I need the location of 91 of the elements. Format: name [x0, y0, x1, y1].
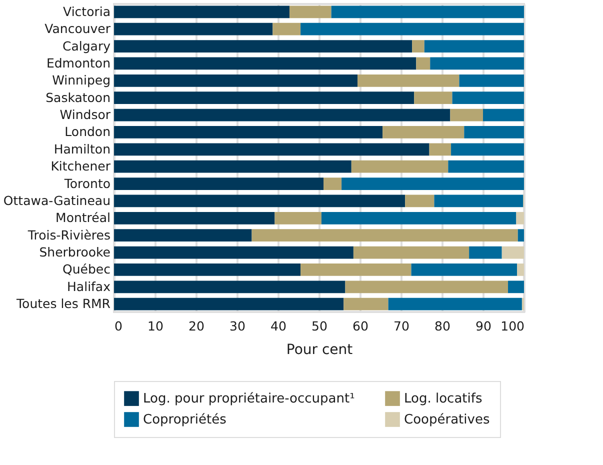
bar [469, 246, 502, 259]
y-tick-label: Halifax [67, 278, 110, 294]
y-tick-label: Montréal [56, 210, 110, 226]
y-tick-label: Edmonton [46, 55, 110, 70]
bar [434, 194, 524, 208]
legend-label: Coopératives [404, 412, 490, 428]
bar [114, 22, 273, 36]
bar [448, 160, 524, 173]
bar [452, 92, 524, 104]
bar [300, 264, 412, 276]
bar [114, 74, 358, 87]
y-tick-label: Calgary [62, 38, 112, 54]
bar [114, 280, 346, 294]
bar [351, 160, 448, 173]
bar [114, 143, 430, 156]
bar [464, 126, 524, 138]
bar [483, 108, 524, 122]
y-tick-label: Windsor [60, 107, 112, 122]
bar [429, 143, 452, 156]
x-tick-label: 60 [352, 318, 368, 334]
bar [114, 57, 416, 70]
bar [114, 108, 450, 122]
bar [114, 126, 383, 138]
y-tick-label: Toronto [63, 176, 110, 191]
bar [114, 178, 324, 190]
x-tick-label: 100 [500, 318, 525, 334]
bar [114, 40, 412, 52]
bar [382, 126, 464, 138]
y-tick-label: London [64, 124, 110, 140]
bar [345, 280, 508, 294]
y-tick-label: Ottawa-Gatineau [3, 192, 110, 208]
bar [451, 143, 524, 156]
bar [411, 264, 518, 276]
y-tick-label: Québec [62, 262, 111, 277]
legend-label: Copropriétés [143, 412, 227, 428]
bar [358, 74, 460, 87]
x-tick-label: 70 [394, 318, 410, 334]
y-tick-label: Trois-Rivières [26, 227, 110, 242]
bar [517, 264, 524, 276]
bar [416, 57, 430, 70]
bar [344, 298, 388, 310]
bar [114, 229, 252, 242]
bar [274, 212, 322, 224]
bar [300, 22, 524, 36]
bar [450, 108, 483, 122]
bar [114, 246, 354, 259]
bar [114, 298, 344, 310]
bar [114, 92, 414, 104]
bar [252, 229, 518, 242]
x-tick-label: 40 [270, 318, 286, 334]
bar [430, 57, 524, 70]
bar [388, 298, 522, 310]
legend-label: Log. pour propriétaire-occupant¹ [143, 392, 355, 407]
bar [412, 40, 424, 52]
bar [353, 246, 470, 259]
x-tick-label: 10 [148, 318, 164, 334]
y-tick-label: Toutes les RMR [16, 296, 111, 312]
x-tick-label: 30 [230, 318, 246, 334]
x-tick-label: 50 [312, 318, 328, 334]
bar [518, 229, 524, 242]
bar [502, 246, 524, 259]
bar [114, 264, 301, 276]
bar [114, 194, 406, 208]
bar [405, 194, 434, 208]
y-tick-label: Saskatoon [46, 90, 110, 105]
bar [272, 22, 301, 36]
bar [424, 40, 524, 52]
y-tick-label: Vancouver [44, 21, 112, 36]
bar [508, 280, 524, 294]
bar [114, 160, 352, 173]
bar [114, 6, 290, 18]
bar [331, 6, 524, 18]
bar [459, 74, 524, 87]
legend-label: Log. locatifs [404, 392, 482, 407]
x-tick-label: 80 [434, 318, 450, 334]
y-tick-label: Sherbrooke [39, 244, 111, 260]
bar [342, 178, 524, 190]
y-tick-label: Kitchener [50, 158, 112, 174]
y-tick-label: Victoria [63, 4, 110, 19]
x-tick-label: 20 [188, 318, 204, 334]
y-tick-label: Winnipeg [52, 72, 110, 88]
bar [324, 178, 342, 190]
bar [289, 6, 332, 18]
x-tick-label: 0 [114, 318, 122, 334]
x-axis-title: Pour cent [286, 342, 354, 358]
bar [321, 212, 516, 224]
x-tick-label: 90 [476, 318, 492, 334]
bar [516, 212, 524, 224]
bar [114, 212, 275, 224]
bar [414, 92, 452, 104]
y-tick-label: Hamilton [54, 141, 110, 156]
